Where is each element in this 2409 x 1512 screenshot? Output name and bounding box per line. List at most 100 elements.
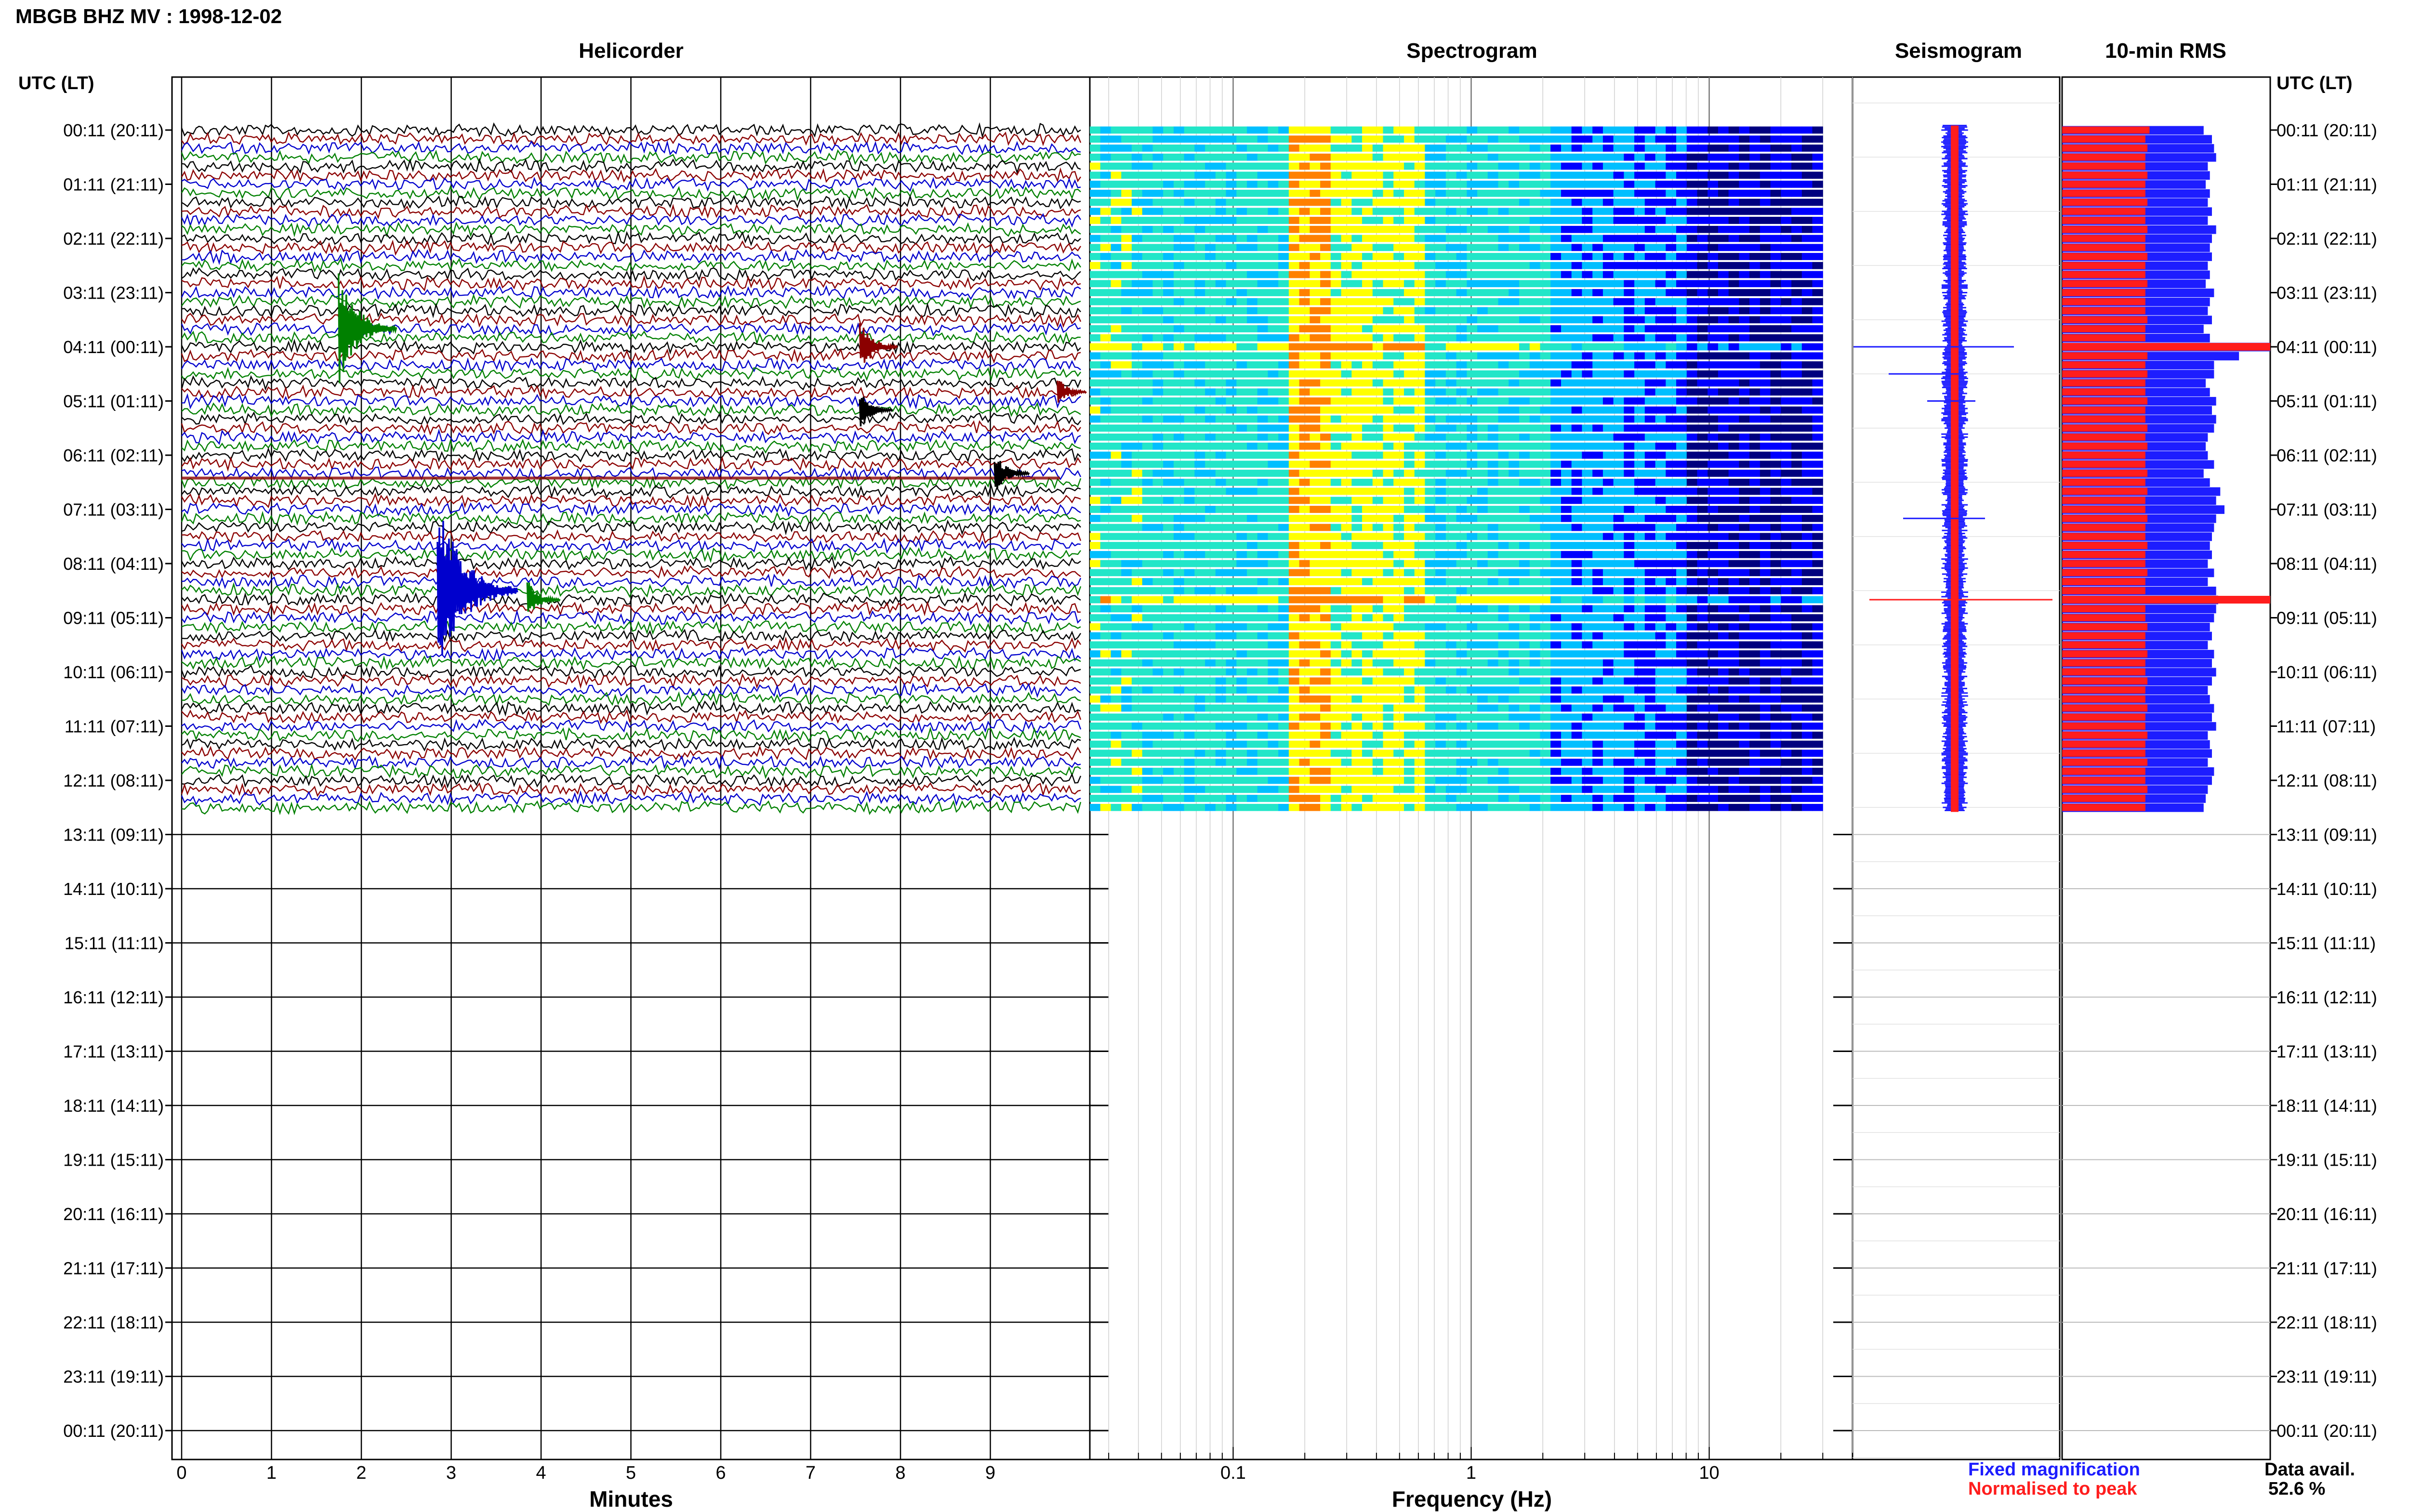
spectrogram-cell	[1561, 587, 1572, 594]
spectrogram-cell	[1781, 379, 1792, 387]
spectrogram-cell	[1142, 162, 1153, 170]
spectrogram-cell	[1341, 307, 1352, 315]
spectrogram-cell	[1467, 569, 1478, 577]
spectrogram-cell	[1194, 316, 1205, 324]
spectrogram-cell	[1697, 560, 1708, 567]
spectrogram-cell	[1310, 659, 1321, 667]
spectrogram-cell	[1707, 343, 1719, 351]
spectrogram-cell	[1121, 677, 1132, 685]
spectrogram-cell	[1226, 379, 1237, 387]
helicorder-trace	[181, 538, 1081, 554]
spectrogram-cell	[1184, 470, 1195, 477]
spectrogram-cell	[1173, 271, 1185, 278]
spectrogram-cell	[1215, 605, 1227, 613]
spectrogram-cell	[1582, 379, 1593, 387]
spectrogram-cell	[1414, 731, 1425, 739]
spectrogram-cell	[1456, 162, 1467, 170]
spectrogram-cell	[1487, 145, 1499, 152]
spectrogram-cell	[1487, 686, 1499, 694]
spectrogram-cell	[1226, 587, 1237, 594]
spectrogram-cell	[1529, 225, 1541, 233]
spectrogram-cell	[1194, 668, 1205, 676]
spectrogram-cell	[1760, 126, 1771, 134]
spectrogram-cell	[1697, 181, 1708, 188]
spectrogram-cell	[1100, 695, 1111, 703]
spectrogram-cell	[1341, 578, 1352, 585]
spectrogram-cell	[1550, 289, 1562, 296]
spectrogram-cell	[1498, 478, 1509, 486]
spectrogram-cell	[1529, 289, 1541, 296]
spectrogram-cell	[1362, 451, 1373, 459]
spectrogram-cell	[1592, 524, 1603, 531]
spectrogram-cell	[1644, 280, 1656, 288]
spectrogram-cell	[1624, 135, 1635, 143]
spectrogram-cell	[1393, 235, 1404, 242]
spectrogram-cell	[1310, 325, 1321, 332]
spectrogram-cell	[1602, 524, 1614, 531]
spectrogram-cell	[1425, 451, 1436, 459]
spectrogram-cell	[1362, 614, 1373, 621]
spectrogram-cell	[1644, 307, 1656, 315]
spectrogram-cell	[1404, 470, 1415, 477]
spectrogram-cell	[1550, 677, 1562, 685]
spectrogram-cell	[1247, 632, 1258, 640]
spectrogram-cell	[1540, 551, 1551, 558]
spectrogram-cell	[1362, 650, 1373, 657]
spectrogram-cell	[1644, 487, 1656, 495]
spectrogram-cell	[1571, 569, 1582, 577]
spectrogram-cell	[1686, 659, 1698, 667]
spectrogram-cell	[1791, 623, 1802, 631]
spectrogram-cell	[1697, 235, 1708, 242]
spectrogram-cell	[1812, 334, 1823, 342]
spectrogram-cell	[1372, 704, 1384, 712]
spectrogram-cell	[1184, 605, 1195, 613]
spectrogram-cell	[1644, 415, 1656, 423]
spectrogram-cell	[1173, 596, 1185, 604]
spectrogram-cell	[1477, 533, 1488, 540]
spectrogram-cell	[1299, 406, 1310, 414]
spectrogram-cell	[1770, 723, 1781, 730]
spectrogram-cell	[1404, 614, 1415, 621]
spectrogram-cell	[1131, 668, 1143, 676]
spectrogram-cell	[1310, 451, 1321, 459]
spectrogram-cell	[1341, 623, 1352, 631]
spectrogram-cell	[1205, 560, 1216, 567]
spectrogram-cell	[1205, 244, 1216, 251]
spectrogram-cell	[1111, 289, 1122, 296]
spectrogram-cell	[1236, 289, 1247, 296]
spectrogram-cell	[1257, 415, 1268, 423]
spectrogram-cell	[1414, 542, 1425, 549]
spectrogram-cell	[1697, 524, 1708, 531]
spectrogram-cell	[1320, 415, 1331, 423]
spectrogram-cell	[1236, 271, 1247, 278]
spectrogram-cell	[1100, 235, 1111, 242]
spectrogram-cell	[1739, 487, 1750, 495]
spectrogram-cell	[1372, 361, 1384, 368]
spectrogram-cell	[1362, 569, 1373, 577]
spectrogram-cell	[1299, 560, 1310, 567]
spectrogram-cell	[1634, 135, 1645, 143]
spectrogram-cell	[1236, 587, 1247, 594]
spectrogram-cell	[1393, 506, 1404, 513]
spectrogram-cell	[1550, 198, 1562, 206]
spectrogram-cell	[1383, 524, 1394, 531]
spectrogram-cell	[1257, 208, 1268, 215]
spectrogram-cell	[1236, 434, 1247, 441]
spectrogram-cell	[1760, 325, 1771, 332]
spectrogram-cell	[1090, 723, 1101, 730]
spectrogram-cell	[1425, 470, 1436, 477]
spectrogram-cell	[1184, 424, 1195, 432]
spectrogram-cell	[1247, 587, 1258, 594]
spectrogram-cell	[1550, 235, 1562, 242]
spectrogram-cell	[1131, 316, 1143, 324]
spectrogram-cell	[1561, 659, 1572, 667]
spectrogram-cell	[1509, 641, 1520, 649]
spectrogram-cell	[1425, 424, 1436, 432]
spectrogram-cell	[1435, 542, 1446, 549]
spectrogram-cell	[1624, 596, 1635, 604]
spectrogram-cell	[1666, 235, 1677, 242]
spectrogram-cell	[1801, 470, 1813, 477]
spectrogram-cell	[1718, 289, 1729, 296]
spectrogram-cell	[1487, 460, 1499, 468]
spectrogram-cell	[1268, 135, 1279, 143]
